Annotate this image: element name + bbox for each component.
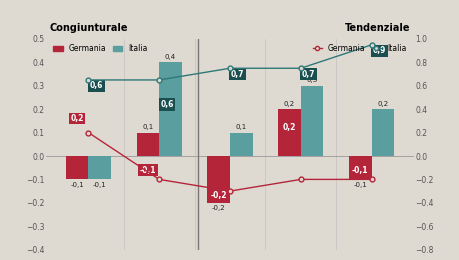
- Bar: [348, 156, 371, 179]
- Text: 0,9: 0,9: [372, 46, 385, 55]
- Text: 0,3: 0,3: [306, 77, 317, 83]
- Text: 0,7: 0,7: [230, 70, 244, 79]
- Text: 0,6: 0,6: [160, 100, 174, 109]
- Bar: [136, 133, 159, 156]
- Text: -0,1: -0,1: [70, 182, 84, 188]
- Bar: [230, 133, 252, 156]
- Text: -0,1: -0,1: [351, 166, 368, 174]
- Text: 0,2: 0,2: [283, 101, 294, 107]
- Legend: Germania, Italia: Germania, Italia: [53, 44, 147, 53]
- Text: 0,6: 0,6: [90, 81, 103, 90]
- Bar: [66, 156, 88, 179]
- Text: -0,1: -0,1: [140, 166, 156, 174]
- Text: Congiunturale: Congiunturale: [50, 23, 128, 33]
- Text: -0,2: -0,2: [210, 191, 226, 200]
- Bar: [278, 109, 300, 156]
- Text: Tendenziale: Tendenziale: [344, 23, 409, 33]
- Bar: [159, 62, 181, 156]
- Text: 0,1: 0,1: [142, 124, 153, 130]
- Legend: Germania, Italia: Germania, Italia: [312, 44, 406, 53]
- Text: 0,2: 0,2: [70, 114, 84, 123]
- Text: -0,1: -0,1: [93, 182, 106, 188]
- Bar: [88, 156, 111, 179]
- Text: -0,2: -0,2: [212, 205, 225, 211]
- Text: -0,1: -0,1: [353, 182, 366, 188]
- Bar: [371, 109, 393, 156]
- Text: 0,2: 0,2: [282, 124, 296, 132]
- Text: 0,1: 0,1: [235, 124, 246, 130]
- Text: 0,4: 0,4: [165, 54, 176, 60]
- Bar: [207, 156, 230, 203]
- Text: 0,7: 0,7: [301, 70, 314, 79]
- Text: 0,2: 0,2: [376, 101, 387, 107]
- Bar: [300, 86, 323, 156]
